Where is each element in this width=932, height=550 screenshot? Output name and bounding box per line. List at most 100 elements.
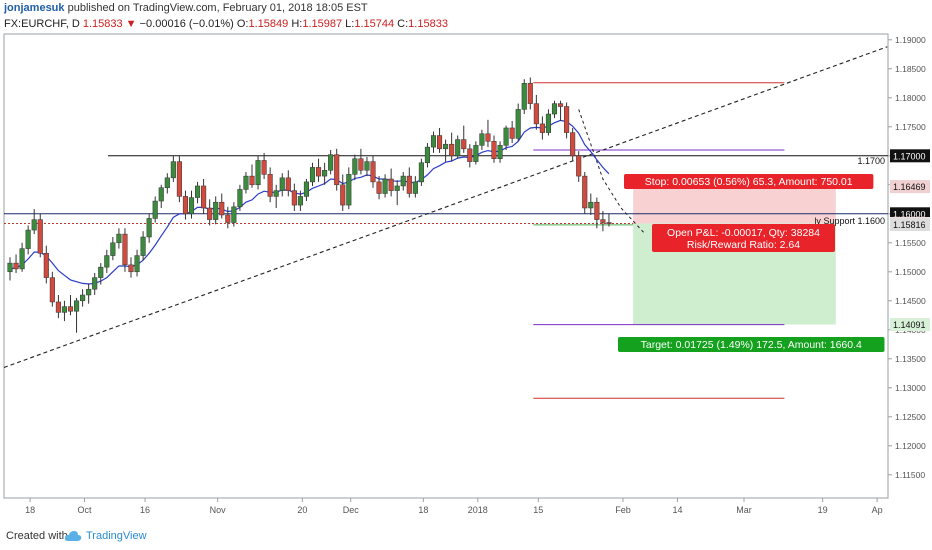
candle-body bbox=[164, 177, 170, 188]
price-chart[interactable]: 1.1700 ly Support 1.1600 Stop: 0.00653 (0.… bbox=[0, 0, 932, 522]
candle-body bbox=[285, 177, 291, 191]
candle-body bbox=[37, 219, 43, 254]
tradingview-cloud-icon bbox=[64, 531, 82, 541]
close-label: C: bbox=[397, 18, 409, 30]
x-tick-label: 18 bbox=[418, 505, 428, 515]
candle-body bbox=[424, 146, 430, 164]
high-label: H: bbox=[291, 18, 303, 30]
author-name[interactable]: jonjamesuk bbox=[4, 2, 65, 14]
pnl-box bbox=[652, 224, 835, 252]
candle-body bbox=[122, 233, 128, 266]
x-tick-label: 16 bbox=[140, 505, 150, 515]
candle-body bbox=[509, 127, 515, 139]
symbol-label: FX:EURCHF, D bbox=[4, 18, 80, 30]
price-badge bbox=[890, 180, 930, 194]
price-change: −0.00016 (−0.01%) bbox=[139, 18, 234, 30]
candle-body bbox=[201, 185, 207, 209]
y-tick-label: 1.13000 bbox=[895, 383, 926, 393]
publish-line: jonjamesuk published on TradingView.com,… bbox=[4, 2, 368, 14]
close-value: 1.15833 bbox=[408, 18, 448, 30]
candle-body bbox=[461, 139, 467, 150]
candle-body bbox=[449, 143, 455, 157]
candle-body bbox=[152, 200, 158, 219]
projection-path[interactable] bbox=[578, 109, 646, 235]
candle-body bbox=[467, 148, 473, 162]
candle-body bbox=[291, 190, 297, 206]
x-tick-label: Oct bbox=[78, 505, 93, 515]
candle-body bbox=[388, 178, 394, 191]
candle-body bbox=[430, 135, 437, 148]
candle-body bbox=[279, 177, 285, 191]
candle-body bbox=[188, 197, 195, 215]
candle-body bbox=[243, 175, 249, 190]
candle-body bbox=[134, 255, 140, 273]
candle-body bbox=[61, 306, 68, 313]
candle-body bbox=[382, 178, 388, 194]
candle-body bbox=[412, 181, 418, 194]
candle-body bbox=[13, 262, 19, 270]
candle-body bbox=[110, 242, 116, 256]
candle-body bbox=[479, 133, 485, 146]
candle-body bbox=[249, 175, 255, 186]
candle-body bbox=[400, 175, 406, 187]
open-value: 1.15849 bbox=[248, 18, 289, 30]
price-badge-label: 1.15816 bbox=[893, 220, 926, 230]
candle-body bbox=[539, 123, 545, 133]
candle-body bbox=[328, 154, 334, 171]
candle-body bbox=[104, 255, 110, 268]
last-price: 1.15833 bbox=[82, 18, 123, 30]
x-tick-label: 18 bbox=[25, 505, 35, 515]
low-label: L: bbox=[345, 18, 355, 30]
trend-line[interactable] bbox=[3, 46, 888, 369]
y-tick-label: 1.15000 bbox=[895, 267, 926, 277]
candle-body bbox=[128, 264, 134, 273]
candle-body bbox=[364, 161, 370, 171]
candle-body bbox=[116, 233, 122, 244]
candle-body bbox=[443, 143, 449, 150]
stop-zone bbox=[633, 186, 836, 224]
candle-body bbox=[316, 167, 322, 177]
candle-body bbox=[527, 83, 533, 104]
candle-body bbox=[261, 160, 267, 175]
y-tick-label: 1.19000 bbox=[895, 35, 926, 45]
candle-body bbox=[67, 306, 74, 312]
candle-body bbox=[485, 133, 491, 142]
x-tick-label: 2018 bbox=[468, 505, 488, 515]
candle-body bbox=[358, 158, 364, 171]
y-tick-label: 1.14500 bbox=[895, 296, 926, 306]
candle-body bbox=[31, 219, 37, 231]
candle-body bbox=[418, 162, 424, 183]
candle-body bbox=[545, 113, 552, 133]
candle-body bbox=[455, 139, 461, 157]
open-pnl-label: Open P&L: -0.00017, Qty: 38284 bbox=[667, 227, 820, 239]
candle-body bbox=[521, 83, 527, 110]
price-badge bbox=[890, 318, 930, 332]
candle-body bbox=[600, 219, 606, 223]
candle-body bbox=[176, 161, 182, 197]
y-tick-label: 1.18000 bbox=[895, 93, 926, 103]
y-tick-label: 1.18500 bbox=[895, 64, 926, 74]
tradingview-brand[interactable]: TradingView bbox=[86, 530, 147, 542]
candle-body bbox=[86, 288, 92, 296]
x-tick-label: 19 bbox=[818, 505, 828, 515]
candle-body bbox=[346, 174, 352, 206]
candle-body bbox=[231, 206, 237, 223]
candle-body bbox=[225, 214, 231, 223]
target-label: Target: 0.01725 (1.49%) 172.5, Amount: 1… bbox=[641, 339, 862, 351]
candle-body bbox=[267, 174, 273, 197]
footer: Created with TradingView bbox=[0, 522, 932, 550]
candle-body bbox=[588, 201, 594, 209]
candle-body bbox=[406, 175, 412, 194]
candle-body bbox=[582, 175, 588, 209]
stop-label: Stop: 0.00653 (0.56%) 65.3, Amount: 750.… bbox=[645, 176, 853, 188]
candle-body bbox=[219, 201, 225, 216]
candle-body bbox=[43, 252, 49, 278]
candle-body bbox=[92, 277, 98, 290]
price-badge-label: 1.17000 bbox=[893, 151, 926, 161]
candle-body bbox=[55, 301, 61, 313]
price-badge-label: 1.16000 bbox=[893, 209, 926, 219]
low-value: 1.15744 bbox=[354, 18, 395, 30]
stop-label-bg bbox=[624, 174, 874, 189]
published-text: published on TradingView.com, February 0… bbox=[67, 2, 368, 14]
ema-line bbox=[9, 119, 610, 285]
